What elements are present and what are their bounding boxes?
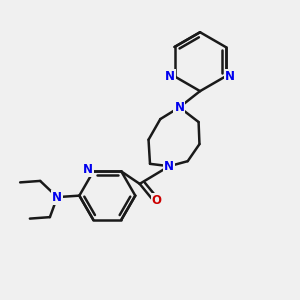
Text: N: N xyxy=(52,190,62,204)
Text: N: N xyxy=(83,164,93,176)
Text: O: O xyxy=(152,194,161,207)
Text: N: N xyxy=(164,160,174,173)
Text: N: N xyxy=(225,70,235,83)
Text: N: N xyxy=(165,70,175,83)
Text: N: N xyxy=(174,101,184,114)
